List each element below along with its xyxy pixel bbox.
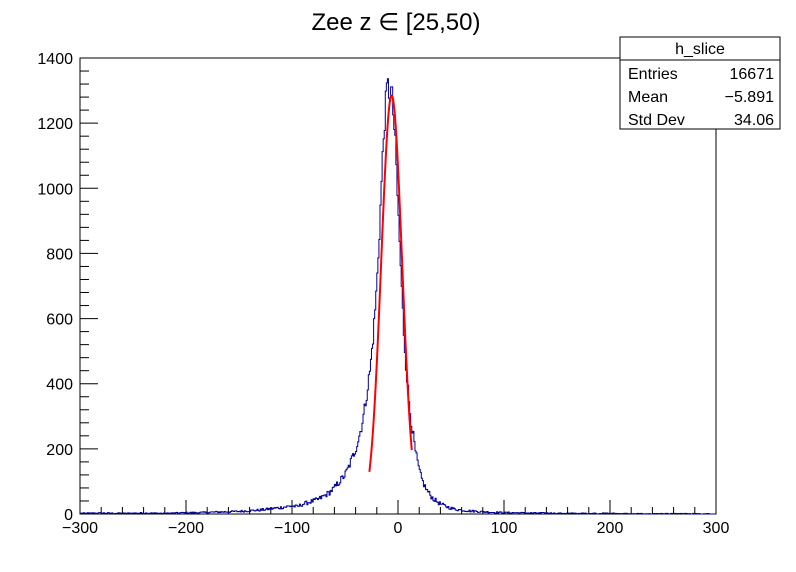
y-tick-label: 1400 bbox=[37, 51, 73, 68]
y-axis: 0 200 400 600 800 1000 1200 1400 bbox=[37, 51, 98, 524]
x-tick-label: 300 bbox=[703, 520, 730, 537]
stats-box-frame bbox=[619, 36, 781, 130]
x-tick-label: 100 bbox=[491, 520, 518, 537]
y-tick-label: 800 bbox=[46, 246, 73, 263]
histogram-layer bbox=[80, 78, 716, 515]
plot-area: −300 −200 −100 0 100 200 300 0 200 400 600 800 1000… bbox=[37, 51, 729, 537]
stats-entries-value: 16671 bbox=[730, 66, 775, 83]
stats-stddev-value: 34.06 bbox=[734, 112, 774, 129]
y-tick-label: 600 bbox=[46, 312, 73, 329]
histogram-line bbox=[80, 78, 716, 515]
stats-box-title: h_slice bbox=[675, 41, 725, 58]
x-tick-label: −300 bbox=[62, 520, 98, 537]
x-tick-label: −100 bbox=[274, 520, 310, 537]
stats-box: h_slice Entries 16671 Mean −5.891 Std De… bbox=[619, 36, 781, 130]
y-tick-label: 200 bbox=[46, 442, 73, 459]
x-axis: −300 −200 −100 0 100 200 300 bbox=[62, 500, 729, 537]
x-tick-label: −200 bbox=[168, 520, 204, 537]
stats-mean-value: −5.891 bbox=[725, 89, 774, 106]
x-tick-label: 200 bbox=[597, 520, 624, 537]
y-tick-label: 1000 bbox=[37, 181, 73, 198]
gaussian-fit-curve bbox=[368, 94, 413, 472]
chart-title: Zee z ∈ [25,50) bbox=[312, 9, 481, 36]
stats-entries-label: Entries bbox=[628, 66, 678, 83]
y-tick-label: 0 bbox=[64, 507, 73, 524]
x-tick-label: 0 bbox=[394, 520, 403, 537]
fit-layer bbox=[368, 94, 413, 472]
y-tick-label: 1200 bbox=[37, 116, 73, 133]
stats-mean-label: Mean bbox=[628, 89, 668, 106]
y-tick-label: 400 bbox=[46, 377, 73, 394]
stats-stddev-label: Std Dev bbox=[628, 112, 685, 129]
